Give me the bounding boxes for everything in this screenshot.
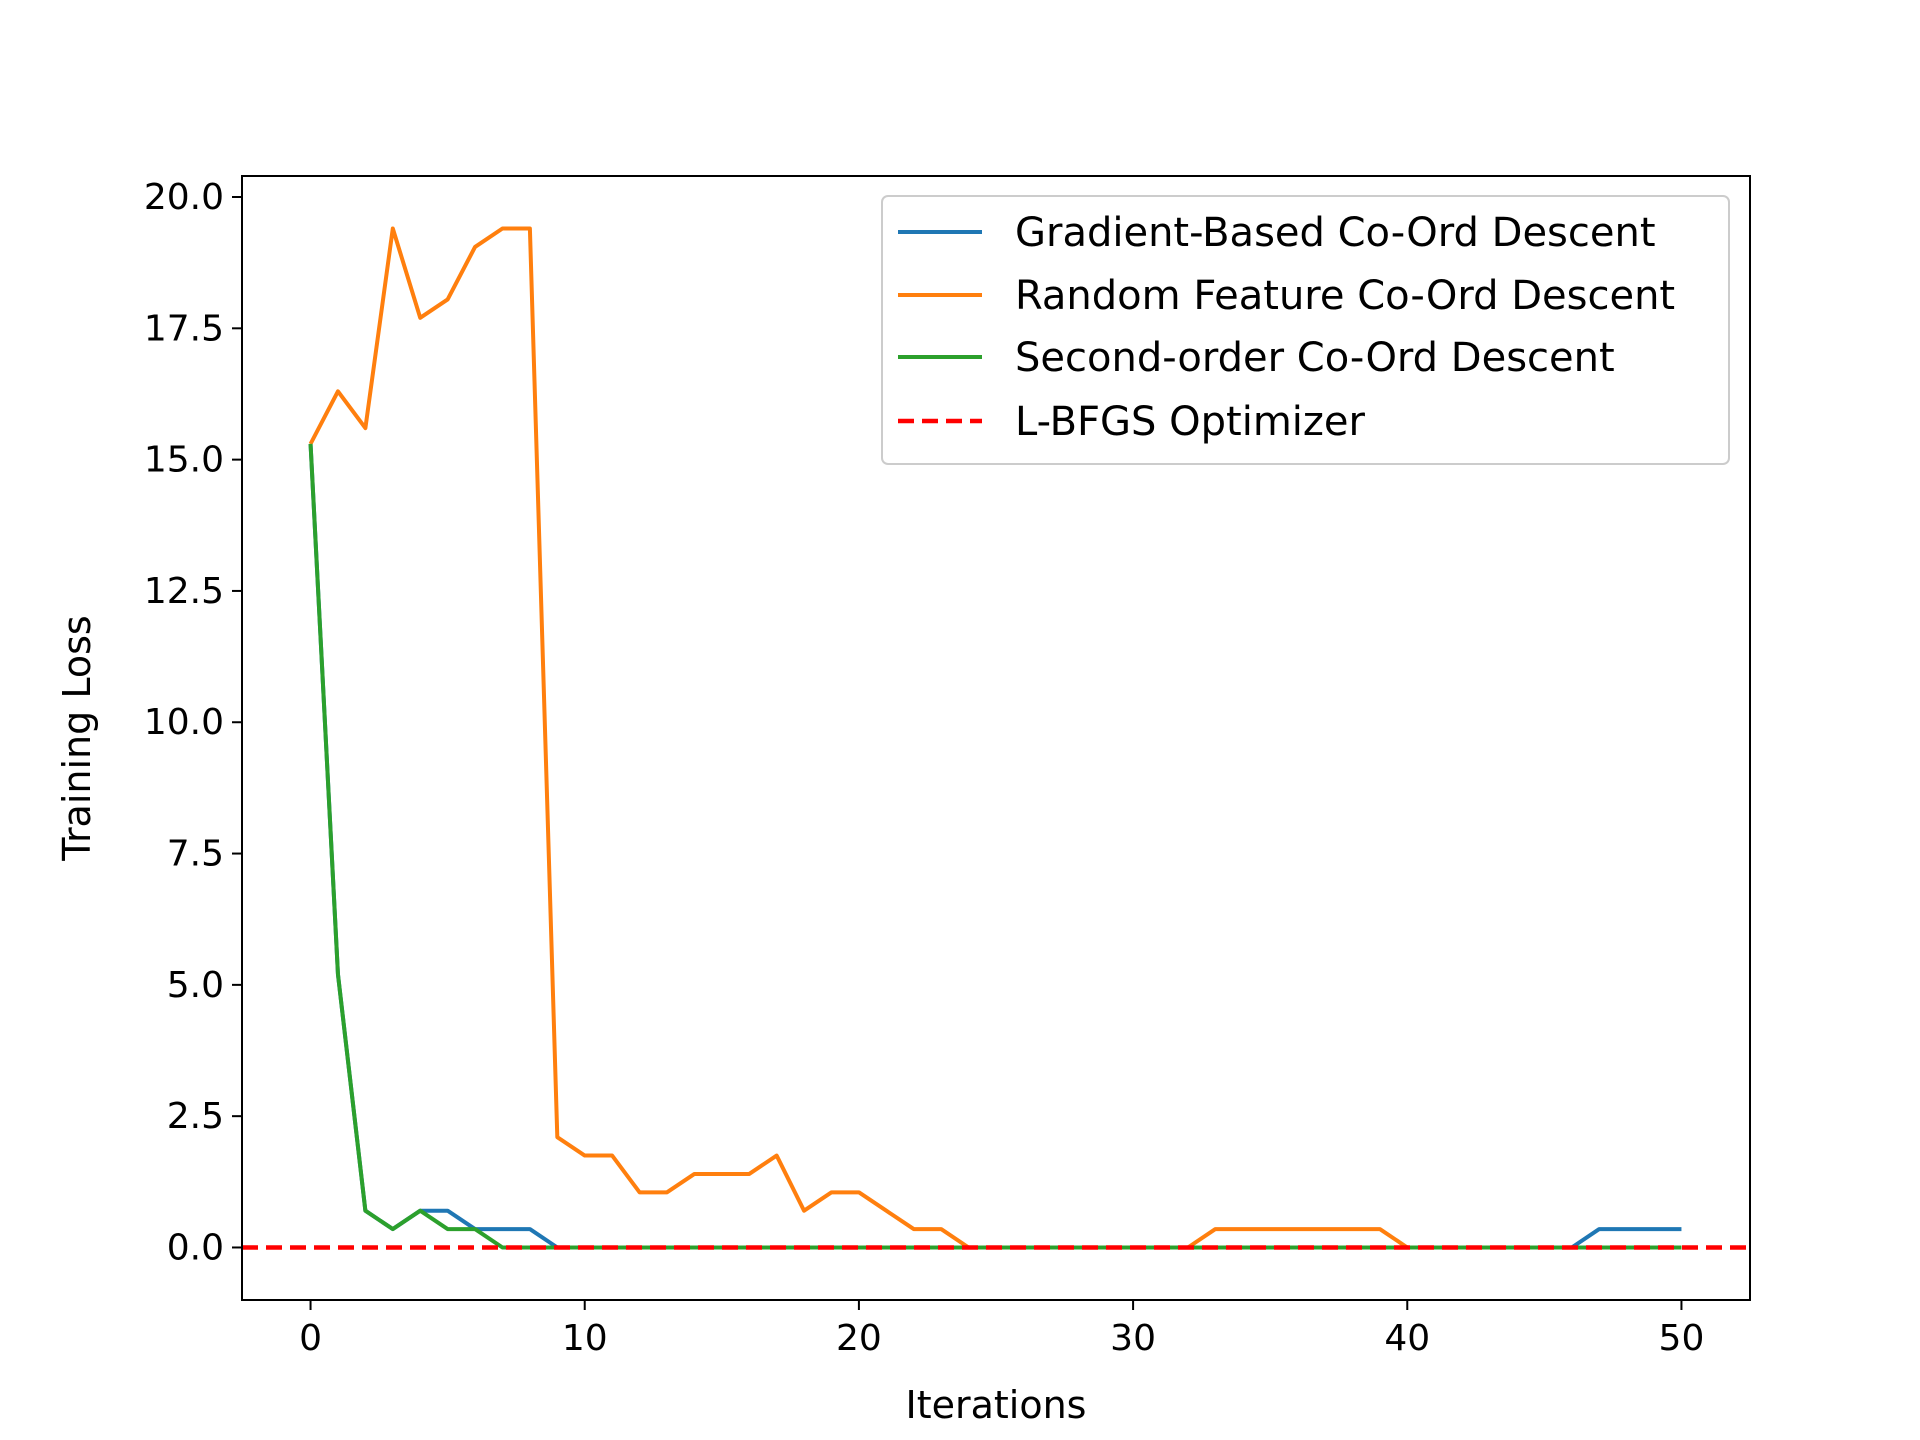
y-axis-label: Training Loss: [55, 615, 99, 861]
y-tick-label: 7.5: [167, 834, 224, 875]
x-tick-label: 0: [299, 1318, 322, 1359]
y-tick-label: 12.5: [144, 571, 224, 612]
legend-frame: [881, 195, 1730, 465]
series-layer: [242, 226, 1750, 1250]
y-axis-ticks: 0.0 2.5 5.0 7.5 10.0 12.5 15.0 17.5 20.0: [144, 177, 242, 1268]
y-tick-label: 17.5: [144, 308, 224, 349]
legend-label-3: L-BFGS Optimizer: [1015, 399, 1365, 445]
y-tick-label: 10.0: [144, 702, 224, 743]
y-tick-label: 0.0: [167, 1227, 224, 1268]
x-tick-label: 10: [562, 1318, 608, 1359]
x-tick-label: 40: [1384, 1318, 1430, 1359]
legend-label-0: Gradient-Based Co-Ord Descent: [1015, 210, 1656, 256]
x-tick-label: 30: [1110, 1318, 1156, 1359]
legend: Gradient-Based Co-Ord Descent Random Feat…: [881, 195, 1730, 465]
y-tick-label: 15.0: [144, 440, 224, 481]
y-tick-label: 5.0: [167, 965, 224, 1006]
x-axis-label: Iterations: [906, 1383, 1087, 1427]
y-tick-label: 2.5: [167, 1096, 224, 1137]
plot-frame: [241, 175, 1751, 1301]
legend-label-2: Second-order Co-Ord Descent: [1015, 335, 1615, 381]
x-tick-label: 20: [836, 1318, 882, 1359]
legend-label-1: Random Feature Co-Ord Descent: [1015, 273, 1675, 319]
x-axis-ticks: 0 10 20 30 40 50: [299, 1300, 1704, 1359]
y-tick-label: 20.0: [144, 177, 224, 218]
x-tick-label: 50: [1659, 1318, 1705, 1359]
